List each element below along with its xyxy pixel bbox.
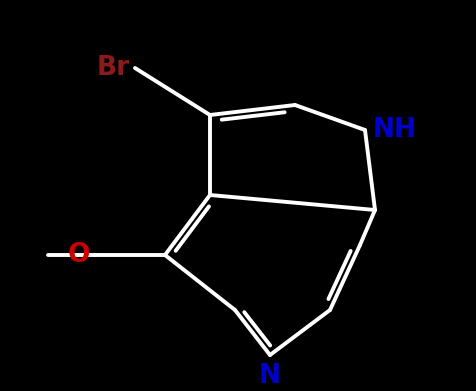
Text: Br: Br [97, 55, 130, 81]
Text: O: O [68, 242, 90, 268]
Text: NH: NH [372, 117, 416, 143]
Text: N: N [258, 363, 280, 389]
